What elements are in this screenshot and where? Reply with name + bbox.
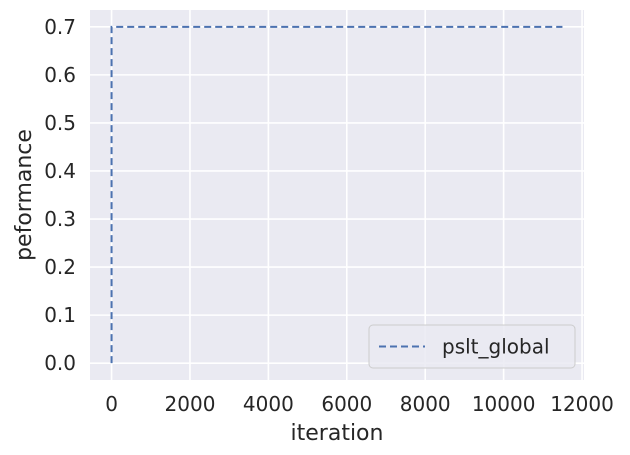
x-tick-label: 8000: [400, 392, 451, 416]
y-tick-label: 0.7: [44, 15, 76, 39]
y-tick-label: 0.1: [44, 303, 76, 327]
y-tick-label: 0.4: [44, 159, 76, 183]
legend-label: pslt_global: [442, 335, 550, 359]
x-tick-labels: 0 2000 4000 6000 8000 10000 12000: [105, 392, 614, 416]
x-tick-label: 4000: [243, 392, 294, 416]
y-tick-label: 0.5: [44, 111, 76, 135]
x-axis-label: iteration: [291, 421, 384, 446]
y-axis-label: peformance: [12, 129, 37, 261]
x-tick-label: 6000: [321, 392, 372, 416]
plot-area: [90, 10, 584, 380]
y-tick-label: 0.6: [44, 63, 76, 87]
y-tick-labels: 0.0 0.1 0.2 0.3 0.4 0.5 0.6 0.7: [44, 15, 76, 375]
x-tick-label: 10000: [472, 392, 536, 416]
series-line-pslt_global: [110, 25, 563, 364]
series-lines: [110, 25, 563, 364]
x-tick-label: 0: [105, 392, 118, 416]
y-tick-label: 0.2: [44, 255, 76, 279]
x-tick-label: 12000: [550, 392, 614, 416]
y-tick-label: 0.0: [44, 351, 76, 375]
x-tick-label: 2000: [165, 392, 216, 416]
y-tick-label: 0.3: [44, 207, 76, 231]
legend: pslt_global: [368, 324, 576, 369]
legend-frame: [368, 324, 576, 369]
